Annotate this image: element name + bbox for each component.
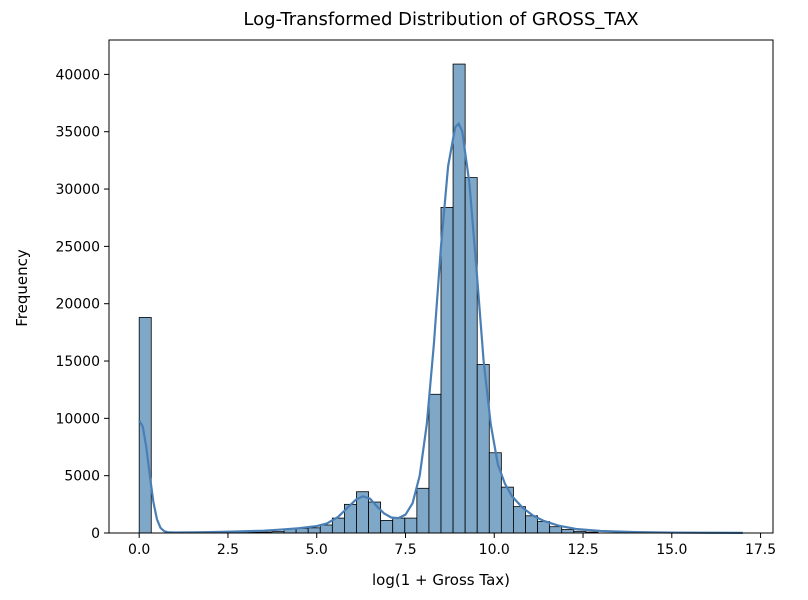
x-tick-label: 2.5 bbox=[217, 542, 239, 558]
histogram-bar bbox=[464, 177, 478, 534]
y-tick-label: 30000 bbox=[55, 182, 100, 198]
histogram-bar bbox=[368, 501, 382, 534]
histogram-bar bbox=[392, 517, 406, 534]
plot-frame bbox=[108, 39, 774, 534]
x-axis: 0.0 2.5 5.0 7.5 10.0 12.5 15.0 17.5 bbox=[128, 533, 776, 558]
y-tick-label: 10000 bbox=[55, 411, 100, 427]
x-tick-label: 10.0 bbox=[479, 542, 510, 558]
x-axis-label: log(1 + Gross Tax) bbox=[372, 571, 510, 589]
y-tick-label: 15000 bbox=[55, 354, 100, 370]
y-tick-label: 20000 bbox=[55, 297, 100, 313]
kde-curve bbox=[138, 121, 743, 534]
bars-layer bbox=[138, 63, 599, 534]
x-tick-label: 7.5 bbox=[394, 542, 416, 558]
histogram-bar bbox=[307, 527, 321, 534]
x-tick-label: 5.0 bbox=[306, 542, 328, 558]
histogram-bar bbox=[319, 524, 333, 534]
y-axis: 0 5000 10000 15000 20000 25000 30000 35000 40000 bbox=[55, 67, 109, 542]
chart-title: Log-Transformed Distribution of GROSS_TA… bbox=[243, 9, 638, 30]
histogram-bar bbox=[428, 393, 442, 534]
y-tick-label: 35000 bbox=[55, 125, 100, 141]
histogram-bar bbox=[380, 519, 394, 534]
y-tick-label: 25000 bbox=[55, 239, 100, 255]
y-tick-label: 0 bbox=[91, 526, 100, 542]
histogram-bar bbox=[513, 506, 526, 534]
y-axis-label: Frequency bbox=[13, 249, 31, 327]
y-tick-label: 40000 bbox=[55, 67, 100, 83]
histogram-bar bbox=[404, 517, 418, 534]
histogram-bar bbox=[549, 526, 563, 534]
histogram-bar bbox=[561, 529, 575, 534]
histogram-bar bbox=[488, 452, 502, 534]
histogram-bar bbox=[416, 487, 430, 534]
y-tick-label: 5000 bbox=[64, 469, 100, 485]
x-tick-label: 17.5 bbox=[745, 542, 776, 558]
histogram-bar bbox=[440, 206, 454, 534]
x-tick-label: 15.0 bbox=[656, 542, 687, 558]
histogram-bar bbox=[525, 515, 538, 534]
x-tick-label: 12.5 bbox=[567, 542, 598, 558]
x-tick-label: 0.0 bbox=[128, 542, 150, 558]
